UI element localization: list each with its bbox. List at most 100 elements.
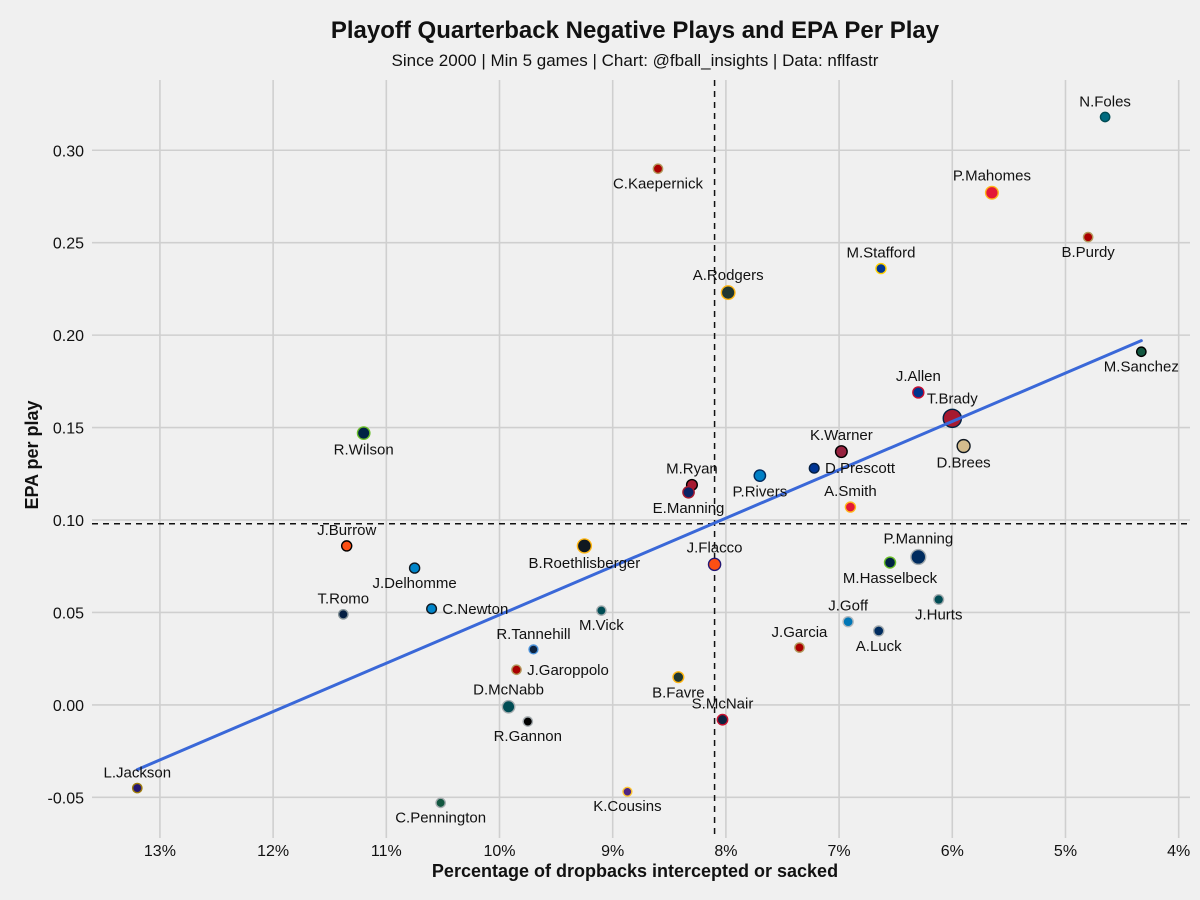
point-label-j-allen: J.Allen bbox=[896, 368, 941, 385]
y-tick-label: -0.05 bbox=[48, 790, 85, 807]
y-tick-label: 0.00 bbox=[53, 698, 84, 715]
x-tick-label: 5% bbox=[1054, 843, 1077, 860]
point-r-tannehill bbox=[528, 644, 539, 655]
point-r-gannon bbox=[522, 716, 534, 727]
y-tick-label: 0.30 bbox=[53, 143, 84, 160]
point-label-t-romo: T.Romo bbox=[317, 591, 369, 608]
point-n-foles bbox=[1099, 111, 1111, 123]
point-j-allen bbox=[912, 386, 925, 399]
point-label-j-goff: J.Goff bbox=[828, 598, 869, 615]
y-tick-label: 0.10 bbox=[53, 513, 84, 530]
point-label-b-purdy: B.Purdy bbox=[1061, 244, 1115, 261]
point-j-garoppolo bbox=[511, 664, 522, 676]
x-tick-label: 7% bbox=[828, 843, 851, 860]
point-d-brees bbox=[956, 438, 971, 454]
point-c-newton bbox=[426, 603, 438, 615]
point-j-hurts bbox=[933, 593, 945, 606]
point-l-jackson bbox=[131, 782, 143, 794]
point-label-j-garoppolo: J.Garoppolo bbox=[527, 662, 609, 679]
y-tick-label: 0.20 bbox=[53, 328, 84, 345]
point-b-favre bbox=[672, 671, 685, 684]
point-b-roethlisberger bbox=[576, 538, 593, 554]
point-label-m-sanchez: M.Sanchez bbox=[1104, 358, 1179, 375]
point-label-d-brees: D.Brees bbox=[937, 455, 991, 472]
point-k-cousins bbox=[622, 786, 633, 797]
point-d-prescott bbox=[808, 462, 820, 474]
point-label-m-stafford: M.Stafford bbox=[847, 245, 916, 262]
x-tick-label: 13% bbox=[144, 843, 176, 860]
point-label-s-mcnair: S.McNair bbox=[692, 695, 754, 712]
point-label-c-newton: C.Newton bbox=[442, 601, 508, 618]
point-label-j-burrow: J.Burrow bbox=[317, 522, 376, 539]
point-label-r-gannon: R.Gannon bbox=[494, 728, 562, 745]
point-p-manning bbox=[910, 548, 927, 566]
point-d-mcnabb bbox=[501, 699, 516, 714]
gridlines bbox=[92, 80, 1190, 838]
x-tick-label: 11% bbox=[371, 843, 402, 860]
point-t-romo bbox=[337, 608, 349, 620]
point-label-t-brady: T.Brady bbox=[927, 390, 978, 407]
point-labels: N.Foles C.Kaepernick P.Mahomes B.Purdy M.Sta… bbox=[104, 93, 1179, 826]
chart-title: Playoff Quarterback Negative Plays and E… bbox=[331, 17, 940, 44]
point-label-j-garcia: J.Garcia bbox=[772, 624, 829, 641]
point-label-b-roethlisberger: B.Roethlisberger bbox=[529, 555, 641, 572]
point-label-a-luck: A.Luck bbox=[856, 638, 902, 655]
point-label-p-mahomes: P.Mahomes bbox=[953, 167, 1031, 184]
y-tick-label: 0.15 bbox=[53, 421, 84, 438]
y-tick-label: 0.25 bbox=[53, 236, 84, 253]
point-label-d-mcnabb: D.McNabb bbox=[473, 682, 544, 699]
point-m-hasselbeck bbox=[883, 556, 897, 569]
chart-subtitle: Since 2000 | Min 5 games | Chart: @fball… bbox=[392, 51, 879, 70]
point-j-goff bbox=[842, 615, 854, 628]
point-m-sanchez bbox=[1135, 346, 1147, 358]
point-j-flacco bbox=[707, 557, 722, 572]
point-label-n-foles: N.Foles bbox=[1079, 93, 1131, 110]
point-a-rodgers bbox=[720, 285, 736, 301]
trend-line-group bbox=[135, 339, 1143, 772]
point-r-wilson bbox=[356, 426, 371, 441]
point-label-j-flacco: J.Flacco bbox=[687, 539, 743, 556]
x-axis-ticks: 13% 12% 11% 10% 9% 8% 7% 6% 5% 4% bbox=[144, 843, 1190, 860]
point-label-j-hurts: J.Hurts bbox=[915, 606, 963, 623]
data-points bbox=[131, 111, 1147, 809]
point-a-smith bbox=[844, 501, 857, 513]
point-m-stafford bbox=[875, 262, 887, 275]
point-j-delhomme bbox=[408, 562, 421, 574]
point-label-p-rivers: P.Rivers bbox=[732, 483, 787, 500]
point-c-pennington bbox=[435, 797, 446, 809]
point-j-burrow bbox=[340, 540, 353, 552]
point-label-c-pennington: C.Pennington bbox=[395, 810, 486, 827]
y-tick-label: 0.05 bbox=[53, 605, 84, 622]
point-label-m-vick: M.Vick bbox=[579, 617, 624, 634]
point-label-l-jackson: L.Jackson bbox=[104, 764, 172, 781]
point-label-k-cousins: K.Cousins bbox=[593, 798, 661, 815]
point-label-m-ryan: M.Ryan bbox=[666, 461, 718, 478]
point-k-warner bbox=[834, 445, 848, 459]
point-p-rivers bbox=[753, 469, 767, 483]
mean-reference-lines bbox=[92, 80, 1190, 838]
point-label-b-favre: B.Favre bbox=[652, 685, 705, 702]
point-label-k-warner: K.Warner bbox=[810, 427, 873, 444]
point-a-luck bbox=[872, 625, 885, 637]
x-tick-label: 8% bbox=[714, 843, 737, 860]
point-label-c-kaepernick: C.Kaepernick bbox=[613, 175, 704, 192]
point-label-r-tannehill: R.Tannehill bbox=[496, 626, 570, 643]
point-label-r-wilson: R.Wilson bbox=[334, 441, 394, 458]
point-c-kaepernick bbox=[652, 163, 664, 175]
point-label-a-rodgers: A.Rodgers bbox=[693, 267, 764, 284]
x-axis-label: Percentage of dropbacks intercepted or s… bbox=[432, 861, 838, 881]
x-tick-label: 4% bbox=[1167, 843, 1190, 860]
x-tick-label: 12% bbox=[257, 843, 289, 860]
x-tick-label: 6% bbox=[941, 843, 964, 860]
point-label-e-manning: E.Manning bbox=[653, 500, 725, 517]
point-label-m-hasselbeck: M.Hasselbeck bbox=[843, 570, 938, 587]
y-axis-label: EPA per play bbox=[22, 400, 42, 509]
point-label-j-delhomme: J.Delhomme bbox=[373, 575, 457, 592]
point-label-a-smith: A.Smith bbox=[824, 483, 877, 500]
point-b-purdy bbox=[1082, 231, 1094, 243]
x-tick-label: 10% bbox=[483, 843, 515, 860]
y-axis-ticks: -0.05 0.00 0.05 0.10 0.15 0.20 0.25 0.30 bbox=[48, 143, 85, 807]
trend-line bbox=[135, 339, 1143, 772]
point-label-p-manning: P.Manning bbox=[883, 531, 953, 548]
